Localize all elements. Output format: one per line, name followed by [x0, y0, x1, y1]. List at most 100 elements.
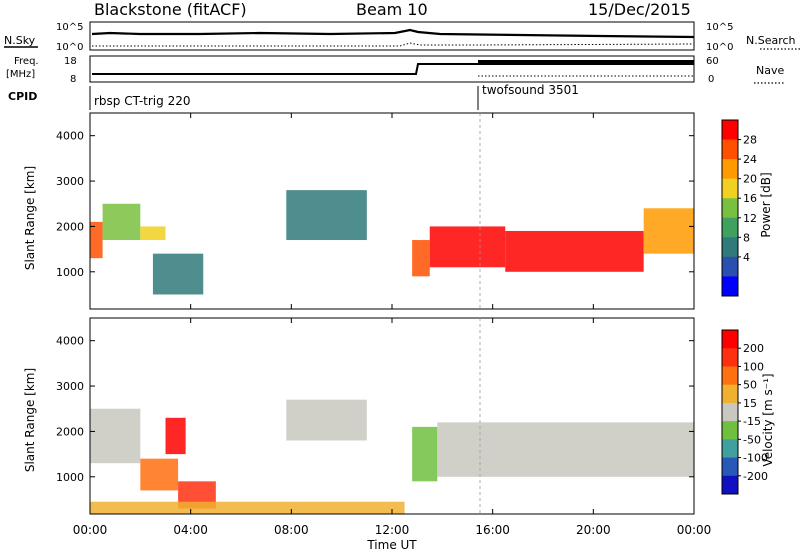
freq-tick-high: 18 — [64, 56, 77, 67]
cpid-label: CPID — [8, 90, 37, 103]
velocity-colorbar-tick-label: 50 — [743, 379, 757, 392]
velocity-colorbar: 200 100 50 15 -15 -50 -100 -200 — [721, 329, 768, 495]
power-colorbar-swatch — [722, 237, 738, 258]
x-tick-label: 00:00 — [677, 523, 712, 537]
velocity-colorbar-swatch — [722, 402, 738, 422]
freq-tick-low: 8 — [70, 74, 76, 85]
x-axis-ticks: 00:00 04:00 08:00 12:00 16:00 20:00 00:00 — [73, 113, 712, 537]
velocity-region — [412, 426, 438, 482]
x-tick-label: 08:00 — [274, 523, 309, 537]
velocity-colorbar-swatch — [722, 384, 738, 404]
velocity-colorbar-frame — [721, 329, 739, 495]
velocity-colorbar-swatch — [722, 439, 738, 459]
velocity-ylabel: Slant Range [km] — [23, 368, 37, 472]
power-ytick-label: 3000 — [56, 175, 84, 188]
cpid-segment-2: twofsound 3501 — [482, 83, 579, 97]
power-colorbar-tick-label: 24 — [743, 153, 757, 166]
velocity-colorbar-tick-label: -200 — [743, 470, 768, 483]
velocity-colorbar-label: Velocity [m s⁻¹] — [761, 373, 775, 466]
x-axis-label: Time UT — [366, 538, 417, 552]
power-ylabel: Slant Range [km] — [23, 166, 37, 270]
power-colorbar-swatch — [722, 217, 738, 238]
velocity-panel: 1000 2000 3000 4000 Slant Range [km] 200 100… — [23, 317, 775, 515]
power-colorbar-tick-label: 4 — [743, 251, 750, 264]
power-colorbar-tick-label: 8 — [743, 231, 750, 244]
station-title: Blackstone (fitACF) — [94, 0, 247, 19]
velocity-colorbar-swatch — [722, 475, 738, 495]
power-colorbar-tick-label: 28 — [743, 134, 757, 147]
velocity-ytick-label: 4000 — [56, 335, 84, 348]
power-ytick-label: 1000 — [56, 266, 84, 279]
power-region — [505, 230, 644, 272]
x-tick-label: 00:00 — [73, 523, 108, 537]
velocity-region — [90, 501, 405, 514]
power-region — [412, 240, 430, 277]
velocity-ytick-label: 1000 — [56, 471, 84, 484]
power-region — [90, 221, 103, 259]
velocity-region — [437, 422, 694, 477]
power-region — [152, 253, 204, 295]
beam-title: Beam 10 — [356, 0, 428, 19]
velocity-yticks: 1000 2000 3000 4000 — [56, 335, 694, 484]
freq-label: Freq. — [14, 56, 39, 67]
x-tick-label: 04:00 — [173, 523, 208, 537]
velocity-colorbar-swatch — [722, 348, 738, 367]
power-colorbar-swatch — [722, 178, 738, 199]
power-colorbar-swatch — [722, 276, 738, 297]
noise-right-tick-high: 10^5 — [706, 22, 733, 33]
power-colorbar-swatch — [722, 139, 738, 160]
velocity-data-cells — [90, 399, 694, 514]
velocity-colorbar-tick-label: 15 — [743, 397, 757, 410]
velocity-colorbar-tick-label: -50 — [743, 433, 761, 446]
power-ytick-label: 4000 — [56, 130, 84, 143]
nsky-label: N.Sky — [4, 34, 36, 47]
power-colorbar-tick-label: 20 — [743, 173, 757, 186]
x-tick-label: 12:00 — [375, 523, 410, 537]
frequency-panel: Freq. [MHz] 18 8 60 0 Nave — [6, 55, 784, 85]
power-colorbar-swatch — [722, 159, 738, 180]
power-colorbar-label: Power [dB] — [759, 172, 773, 237]
noise-right-tick-low: 10^0 — [706, 42, 733, 53]
x-tick-label: 20:00 — [576, 523, 611, 537]
power-yticks: 1000 2000 3000 4000 — [56, 130, 694, 279]
power-region — [643, 208, 694, 254]
power-colorbar-tick-label: 16 — [743, 192, 757, 205]
x-tick-label: 16:00 — [475, 523, 510, 537]
power-colorbar-swatch — [722, 120, 738, 141]
velocity-colorbar-swatch — [722, 421, 738, 440]
velocity-region — [140, 458, 179, 491]
velocity-region — [165, 417, 186, 455]
power-data-cells — [90, 190, 694, 295]
velocity-colorbar-tick-label: 200 — [743, 342, 764, 355]
power-colorbar-tick-label: 12 — [743, 212, 757, 225]
velocity-colorbar-swatch — [722, 457, 738, 477]
noise-panel: N.Sky 10^5 10^0 10^5 10^0 N.Search — [4, 21, 800, 53]
power-region — [140, 226, 166, 241]
power-panel: 1000 2000 3000 4000 Slant Range [km] 28 24 20… — [23, 112, 773, 310]
power-colorbar: 28 24 20 16 12 8 4 — [721, 119, 757, 297]
power-ytick-label: 2000 — [56, 220, 84, 233]
velocity-ytick-label: 2000 — [56, 425, 84, 438]
power-colorbar-swatch — [722, 256, 738, 277]
cpid-segment-1: rbsp CT-trig 220 — [94, 94, 190, 108]
velocity-ytick-label: 3000 — [56, 380, 84, 393]
nave-label: Nave — [756, 64, 784, 77]
power-region — [286, 190, 367, 241]
freq-unit-label: [MHz] — [6, 69, 35, 80]
noise-left-tick-low: 10^0 — [56, 42, 83, 53]
velocity-colorbar-swatch — [722, 366, 738, 386]
noise-left-tick-high: 10^5 — [56, 22, 83, 33]
velocity-colorbar-tick-label: -15 — [743, 415, 761, 428]
power-region — [102, 203, 141, 241]
power-colorbar-frame — [721, 119, 739, 297]
velocity-region — [90, 408, 141, 464]
nave-tick-low: 0 — [708, 74, 714, 85]
cpid-panel: CPID rbsp CT-trig 220 twofsound 3501 — [8, 83, 579, 110]
nave-tick-high: 60 — [706, 56, 719, 67]
power-colorbar-swatch — [722, 198, 738, 219]
velocity-colorbar-tick-label: 100 — [743, 360, 764, 373]
velocity-region — [286, 399, 367, 441]
power-region — [429, 226, 506, 268]
